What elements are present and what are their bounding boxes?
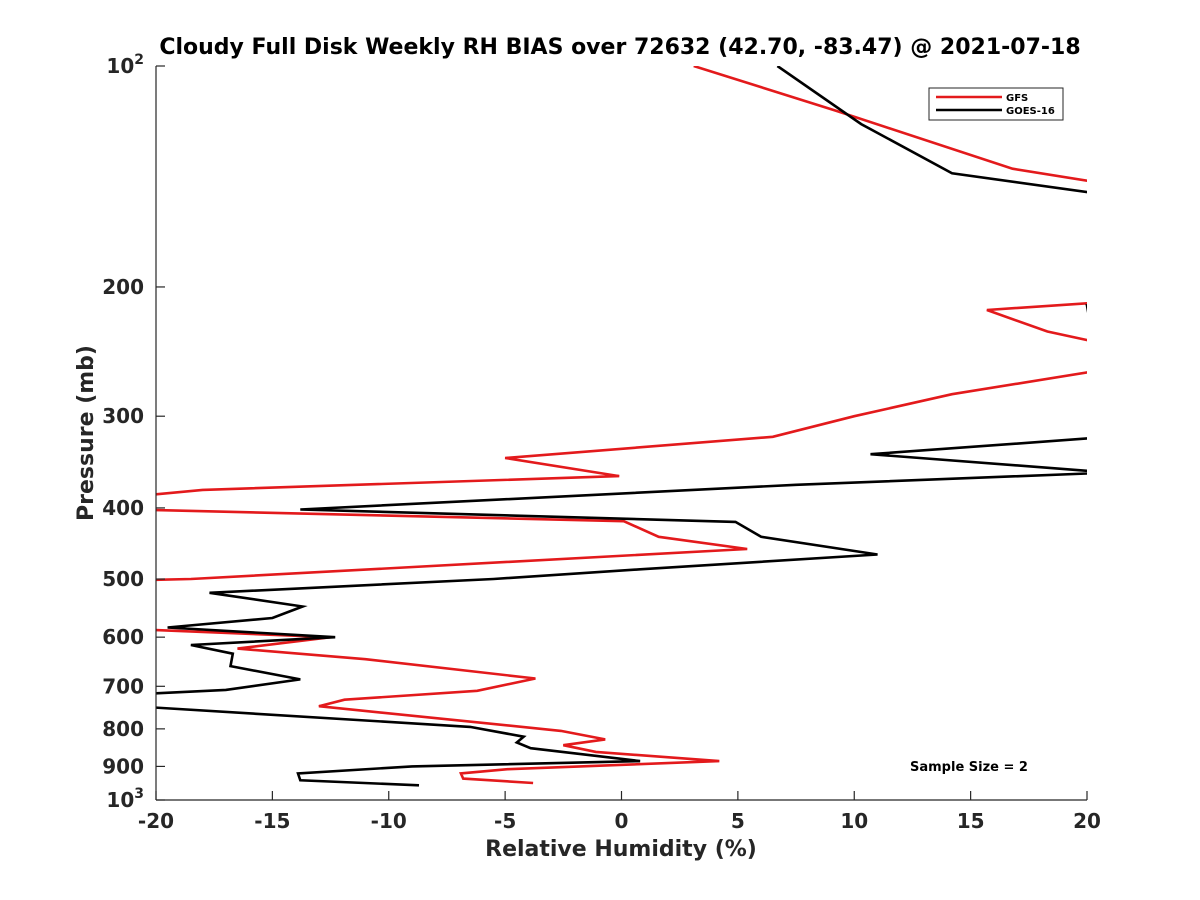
y-axis-title: Pressure (mb) — [74, 345, 99, 521]
y-tick-label: 800 — [102, 717, 144, 741]
axes — [155, 66, 1087, 801]
x-tick-label: -20 — [138, 809, 174, 833]
x-tick-label: -5 — [494, 809, 516, 833]
x-tick-label: 5 — [731, 809, 745, 833]
y-axis-ticks: 102 200 300 400 500 600 700 800 900 103 — [102, 52, 165, 812]
x-axis-ticks: -20 -15 -10 -5 0 5 10 15 20 — [138, 791, 1101, 833]
plot-area — [156, 66, 1087, 787]
x-tick-label: -15 — [254, 809, 290, 833]
legend-box — [928, 87, 1064, 121]
legend-label-gfs: GFS — [1006, 93, 1028, 104]
chart-title: Cloudy Full Disk Weekly RH BIAS over 726… — [159, 35, 1080, 60]
x-tick-label: 20 — [1073, 809, 1101, 833]
x-tick-label: 10 — [840, 809, 868, 833]
x-tick-label: -10 — [371, 809, 407, 833]
series-line-gfs — [156, 66, 1087, 785]
y-tick-label: 600 — [102, 625, 144, 649]
y-tick-label: 200 — [102, 275, 144, 299]
series-line-goes-16 — [156, 66, 1087, 787]
legend-label-goes-16: GOES-16 — [1006, 106, 1055, 117]
x-tick-label: 15 — [957, 809, 985, 833]
legend: GFS GOES-16 — [928, 87, 1064, 121]
y-tick-label: 102 — [106, 52, 144, 78]
x-tick-label: 0 — [615, 809, 629, 833]
x-axis-title: Relative Humidity (%) — [485, 837, 757, 862]
y-tick-label: 103 — [106, 786, 144, 812]
y-tick-label: 300 — [102, 404, 144, 428]
y-tick-label: 500 — [102, 567, 144, 591]
y-tick-label: 700 — [102, 674, 144, 698]
y-tick-label: 900 — [102, 754, 144, 778]
y-tick-label: 400 — [102, 496, 144, 520]
sample-size-annotation: Sample Size = 2 — [910, 760, 1028, 775]
